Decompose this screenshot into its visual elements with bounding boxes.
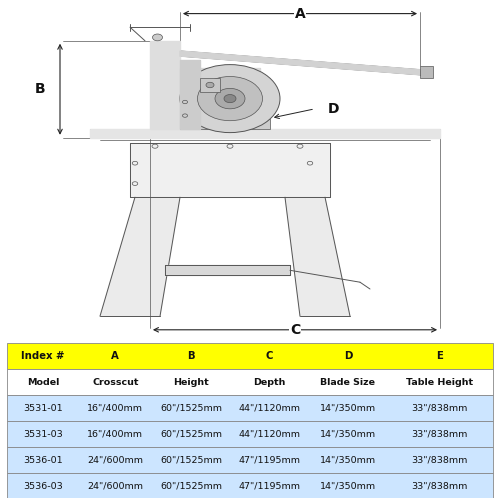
- Polygon shape: [165, 265, 290, 276]
- Polygon shape: [90, 129, 440, 138]
- Bar: [8, 395, 492, 421]
- Text: 44"/1120mm: 44"/1120mm: [238, 430, 300, 438]
- Text: B: B: [188, 351, 195, 361]
- Polygon shape: [150, 41, 180, 129]
- Text: 33"/838mm: 33"/838mm: [412, 456, 468, 464]
- Polygon shape: [180, 119, 270, 129]
- Polygon shape: [420, 66, 432, 78]
- Text: A: A: [294, 6, 306, 20]
- Text: 33"/838mm: 33"/838mm: [412, 404, 468, 412]
- Text: 24"/600mm: 24"/600mm: [88, 482, 144, 490]
- Text: 60"/1525mm: 60"/1525mm: [160, 456, 222, 464]
- Text: Model: Model: [27, 378, 59, 386]
- Text: 16"/400mm: 16"/400mm: [88, 430, 144, 438]
- Text: 47"/1195mm: 47"/1195mm: [238, 456, 300, 464]
- Polygon shape: [180, 68, 260, 129]
- Polygon shape: [285, 197, 350, 316]
- Text: 14"/350mm: 14"/350mm: [320, 456, 376, 464]
- Text: 60"/1525mm: 60"/1525mm: [160, 404, 222, 412]
- Circle shape: [152, 34, 162, 41]
- Circle shape: [198, 76, 262, 120]
- Text: 3536-01: 3536-01: [23, 456, 63, 464]
- Bar: [8, 343, 492, 369]
- Text: C: C: [266, 351, 274, 361]
- Bar: [8, 421, 492, 447]
- Bar: [8, 447, 492, 473]
- Text: 14"/350mm: 14"/350mm: [320, 430, 376, 438]
- Text: 33"/838mm: 33"/838mm: [412, 482, 468, 490]
- Text: 24"/600mm: 24"/600mm: [88, 456, 144, 464]
- Polygon shape: [130, 143, 330, 197]
- Polygon shape: [180, 51, 420, 75]
- Text: E: E: [436, 351, 444, 361]
- Polygon shape: [200, 78, 220, 92]
- Text: 44"/1120mm: 44"/1120mm: [238, 404, 300, 412]
- Text: 14"/350mm: 14"/350mm: [320, 404, 376, 412]
- Text: A: A: [112, 351, 119, 361]
- Bar: [8, 369, 492, 395]
- Circle shape: [224, 94, 236, 102]
- Circle shape: [180, 64, 280, 132]
- Text: 3536-03: 3536-03: [23, 482, 63, 490]
- Text: B: B: [34, 82, 45, 96]
- Text: 60"/1525mm: 60"/1525mm: [160, 482, 222, 490]
- Text: 3531-01: 3531-01: [23, 404, 63, 412]
- Bar: [8, 473, 492, 499]
- Text: Depth: Depth: [254, 378, 286, 386]
- Text: 3531-03: 3531-03: [23, 430, 63, 438]
- Polygon shape: [180, 60, 200, 129]
- Text: Height: Height: [174, 378, 209, 386]
- Text: 33"/838mm: 33"/838mm: [412, 430, 468, 438]
- Text: D: D: [344, 351, 352, 361]
- Circle shape: [215, 88, 245, 109]
- Text: 16"/400mm: 16"/400mm: [88, 404, 144, 412]
- Text: Blade Size: Blade Size: [320, 378, 376, 386]
- Text: 60"/1525mm: 60"/1525mm: [160, 430, 222, 438]
- Text: Table Height: Table Height: [406, 378, 474, 386]
- Text: C: C: [290, 323, 300, 337]
- Text: 14"/350mm: 14"/350mm: [320, 482, 376, 490]
- Circle shape: [206, 82, 214, 87]
- Text: D: D: [328, 102, 339, 116]
- Text: Crosscut: Crosscut: [92, 378, 138, 386]
- Polygon shape: [100, 197, 180, 316]
- Text: 47"/1195mm: 47"/1195mm: [238, 482, 300, 490]
- Text: Index #: Index #: [21, 351, 64, 361]
